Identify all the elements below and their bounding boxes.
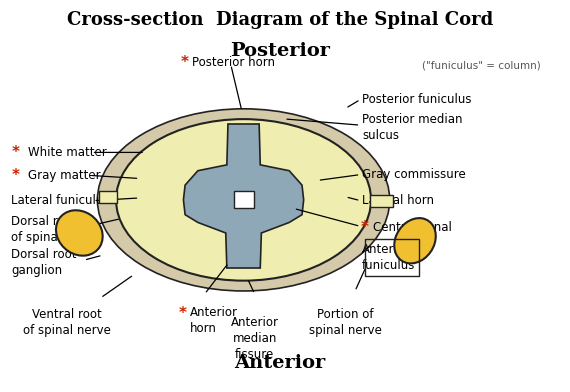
Text: Central canal: Central canal	[373, 221, 452, 234]
Polygon shape	[184, 124, 304, 268]
Text: Anterior
horn: Anterior horn	[190, 306, 238, 335]
Text: Anterior
median
fissure: Anterior median fissure	[231, 316, 279, 361]
Text: Dorsal root
of spinal nerve: Dorsal root of spinal nerve	[11, 214, 99, 243]
Text: *: *	[360, 220, 368, 236]
Text: Ventral root
of spinal nerve: Ventral root of spinal nerve	[23, 308, 111, 337]
Text: *: *	[178, 306, 186, 321]
Polygon shape	[99, 191, 117, 203]
Text: ("funiculus" = column): ("funiculus" = column)	[422, 60, 540, 71]
Ellipse shape	[394, 218, 436, 263]
Text: Cross-section  Diagram of the Spinal Cord: Cross-section Diagram of the Spinal Cord	[67, 11, 493, 29]
Text: Gray matter: Gray matter	[28, 169, 101, 182]
Text: Anterior: Anterior	[234, 354, 325, 372]
Text: *: *	[181, 55, 189, 71]
Text: Portion of
spinal nerve: Portion of spinal nerve	[309, 308, 382, 337]
Text: Posterior funiculus: Posterior funiculus	[362, 93, 471, 106]
Text: Posterior horn: Posterior horn	[192, 56, 275, 69]
Bar	[234, 191, 254, 209]
Text: Lateral funiculus: Lateral funiculus	[11, 194, 110, 207]
Text: Gray commissure: Gray commissure	[362, 168, 466, 181]
Text: Dorsal root
ganglion: Dorsal root ganglion	[11, 249, 77, 278]
Ellipse shape	[97, 109, 390, 291]
Text: Lateral horn: Lateral horn	[362, 194, 434, 207]
Text: Posterior median
sulcus: Posterior median sulcus	[362, 113, 463, 142]
Text: Anterior
funiculus: Anterior funiculus	[362, 243, 416, 272]
Text: Posterior: Posterior	[230, 42, 329, 60]
Ellipse shape	[56, 210, 103, 256]
Polygon shape	[370, 195, 393, 207]
Bar	[365, 239, 420, 276]
Text: White matter: White matter	[28, 146, 107, 159]
Text: *: *	[11, 145, 19, 160]
Ellipse shape	[116, 119, 371, 281]
Text: *: *	[11, 168, 19, 183]
